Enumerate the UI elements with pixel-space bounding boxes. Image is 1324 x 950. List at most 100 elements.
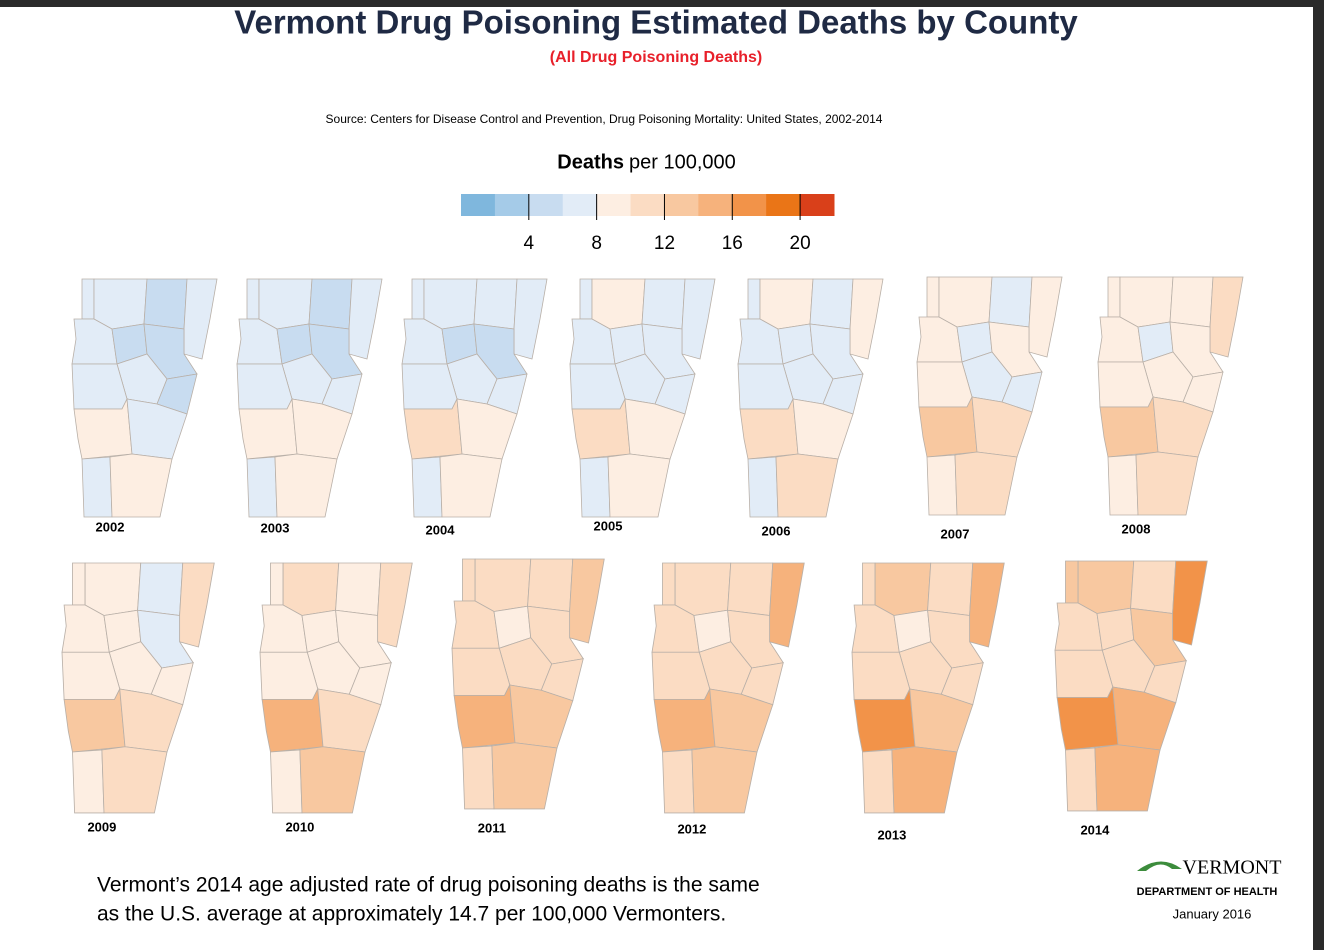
legend-swatch: [664, 194, 699, 216]
legend-swatch: [528, 194, 564, 216]
logo-date: January 2016: [1173, 906, 1252, 921]
county: [1169, 276, 1214, 328]
county: [183, 278, 218, 360]
county: [674, 562, 732, 616]
county: [236, 363, 293, 410]
county: [624, 398, 686, 460]
county: [137, 562, 184, 616]
county: [1135, 451, 1199, 516]
legend-swatch: [800, 194, 835, 216]
map-year: 2012: [677, 821, 706, 836]
county: [335, 562, 382, 616]
county: [84, 562, 142, 616]
county: [792, 398, 854, 460]
county: [874, 562, 932, 616]
county: [651, 651, 711, 700]
county: [456, 398, 518, 460]
county: [969, 562, 1005, 648]
county-map: [916, 276, 1063, 516]
county-map: [1054, 560, 1208, 812]
county: [93, 278, 148, 330]
county-map: [569, 278, 716, 518]
map-year: 2005: [594, 518, 623, 533]
map-year: 2006: [762, 523, 791, 538]
county: [1172, 560, 1208, 646]
map-year: 2009: [87, 819, 116, 834]
county-map: [236, 278, 383, 518]
legend-swatch: [494, 194, 530, 216]
county: [274, 453, 338, 518]
map-year: 2011: [478, 820, 506, 835]
county: [569, 363, 626, 410]
county: [474, 558, 532, 612]
map-year: 2003: [261, 520, 290, 535]
county: [473, 278, 518, 330]
county: [691, 746, 758, 814]
county-map: [851, 562, 1005, 814]
legend-tick-label: 16: [722, 233, 743, 254]
county: [513, 278, 548, 360]
county: [662, 749, 695, 814]
county: [258, 278, 313, 330]
map-year: 2004: [426, 522, 456, 537]
county: [809, 278, 854, 330]
county: [246, 278, 260, 320]
county: [509, 684, 574, 749]
logo-mountain: [1137, 861, 1182, 871]
legend-title-bold: Deaths: [557, 151, 624, 173]
county: [579, 278, 593, 320]
county: [1119, 276, 1174, 328]
county: [862, 562, 876, 606]
county: [61, 651, 121, 700]
county: [926, 454, 958, 516]
county: [759, 278, 814, 330]
county: [891, 746, 958, 814]
title: Vermont Drug Poisoning Estimated Deaths …: [234, 7, 1078, 41]
map-year: 2008: [1122, 521, 1151, 536]
county: [439, 453, 503, 518]
legend-swatch: [630, 194, 665, 216]
county: [926, 276, 940, 318]
county: [411, 456, 443, 518]
county: [1065, 560, 1079, 604]
county: [291, 398, 353, 460]
county: [1028, 276, 1063, 358]
map-year: 2007: [941, 526, 970, 541]
legend-tick-label: 12: [654, 233, 675, 254]
logo-name: VERMONT: [1183, 857, 1282, 879]
county: [377, 562, 413, 648]
county: [849, 278, 884, 360]
subtitle: (All Drug Poisoning Deaths): [550, 49, 762, 66]
county-map: [71, 278, 218, 518]
county: [101, 746, 168, 814]
county-map: [259, 562, 413, 814]
county: [317, 688, 382, 753]
county: [988, 276, 1033, 328]
county: [81, 278, 95, 320]
county: [909, 688, 974, 753]
county: [727, 562, 774, 616]
page: Vermont Drug Poisoning Estimated Deaths …: [0, 7, 1313, 950]
county: [179, 562, 215, 648]
map-year: 2002: [96, 519, 125, 534]
note-line: Vermont’s 2014 age adjusted rate of drug…: [97, 874, 760, 897]
county: [1054, 649, 1114, 698]
legend-swatch: [698, 194, 733, 216]
legend-tick-label: 20: [790, 233, 811, 254]
county: [282, 562, 340, 616]
legend-swatch: [596, 194, 632, 216]
infographic: Vermont Drug Poisoning Estimated Deaths …: [61, 7, 1282, 926]
county: [527, 558, 574, 612]
county: [1077, 560, 1135, 614]
county: [1130, 560, 1177, 614]
legend-swatch: [562, 194, 598, 216]
county-map: [401, 278, 548, 518]
county-map: [451, 558, 605, 810]
county-map: [651, 562, 805, 814]
county: [259, 651, 319, 700]
county: [681, 278, 716, 360]
county: [143, 278, 188, 330]
county: [451, 647, 511, 696]
county: [916, 361, 973, 408]
county: [737, 363, 794, 410]
